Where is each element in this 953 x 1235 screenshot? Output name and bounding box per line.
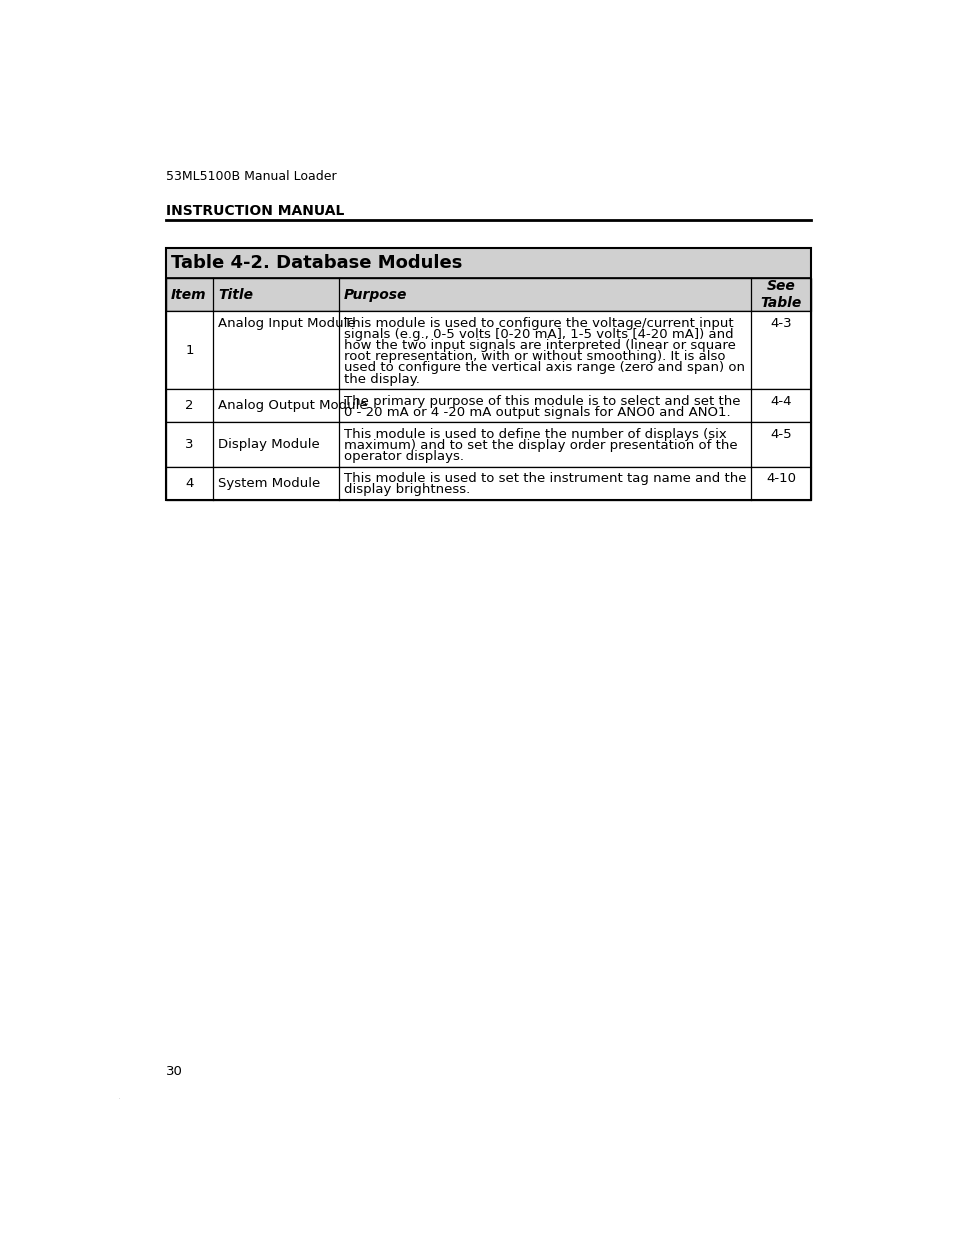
Text: 30: 30 [166, 1065, 182, 1078]
Bar [166, 311, 810, 389]
Text: 4-10: 4-10 [765, 472, 795, 485]
Text: used to configure the vertical axis range (zero and span) on: used to configure the vertical axis rang… [344, 362, 744, 374]
Text: Table 4-2. Database Modules: Table 4-2. Database Modules [171, 254, 462, 272]
Text: operator displays.: operator displays. [344, 450, 464, 463]
Text: 53ML5100B Manual Loader: 53ML5100B Manual Loader [166, 169, 336, 183]
Text: The primary purpose of this module is to select and set the: The primary purpose of this module is to… [344, 395, 740, 408]
Text: 3: 3 [185, 438, 193, 451]
Text: 4-4: 4-4 [769, 395, 791, 408]
Bar [166, 248, 810, 278]
Bar [166, 467, 810, 500]
Text: This module is used to define the number of displays (six: This module is used to define the number… [344, 427, 726, 441]
Text: See
Table: See Table [760, 279, 801, 310]
Text: 4-3: 4-3 [769, 317, 791, 330]
Text: 4-5: 4-5 [769, 427, 791, 441]
Bar [166, 248, 810, 500]
Text: INSTRUCTION MANUAL: INSTRUCTION MANUAL [166, 205, 344, 219]
Text: root representation, with or without smoothing). It is also: root representation, with or without smo… [344, 351, 725, 363]
Bar [166, 278, 810, 311]
Text: Display Module: Display Module [218, 438, 319, 451]
Text: This module is used to configure the voltage/current input: This module is used to configure the vol… [344, 317, 733, 330]
Text: signals (e.g., 0-5 volts [0-20 mA], 1-5 volts [4-20 mA]) and: signals (e.g., 0-5 volts [0-20 mA], 1-5 … [344, 329, 733, 341]
Text: Title: Title [218, 288, 253, 301]
Text: the display.: the display. [344, 373, 419, 385]
Bar [166, 422, 810, 467]
Text: 2: 2 [185, 399, 193, 412]
Text: Item: Item [171, 288, 207, 301]
Text: how the two input signals are interpreted (linear or square: how the two input signals are interprete… [344, 340, 736, 352]
Text: This module is used to set the instrument tag name and the: This module is used to set the instrumen… [344, 472, 746, 485]
Text: System Module: System Module [218, 477, 320, 489]
Text: 4: 4 [185, 477, 193, 489]
Bar [166, 389, 810, 422]
Text: Analog Input Module: Analog Input Module [218, 317, 355, 330]
Text: 0 - 20 mA or 4 -20 mA output signals for ANO0 and ANO1.: 0 - 20 mA or 4 -20 mA output signals for… [344, 406, 730, 419]
Text: 1: 1 [185, 343, 193, 357]
Text: Analog Output Module: Analog Output Module [218, 399, 368, 412]
Text: Purpose: Purpose [344, 288, 407, 301]
Text: maximum) and to set the display order presentation of the: maximum) and to set the display order pr… [344, 438, 737, 452]
Text: display brightness.: display brightness. [344, 483, 470, 496]
